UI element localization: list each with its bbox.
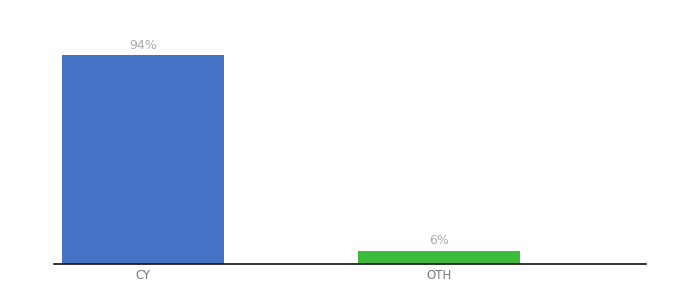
Bar xyxy=(62,55,224,264)
Bar xyxy=(358,251,520,264)
Text: 94%: 94% xyxy=(129,39,157,52)
Text: 6%: 6% xyxy=(429,234,449,247)
